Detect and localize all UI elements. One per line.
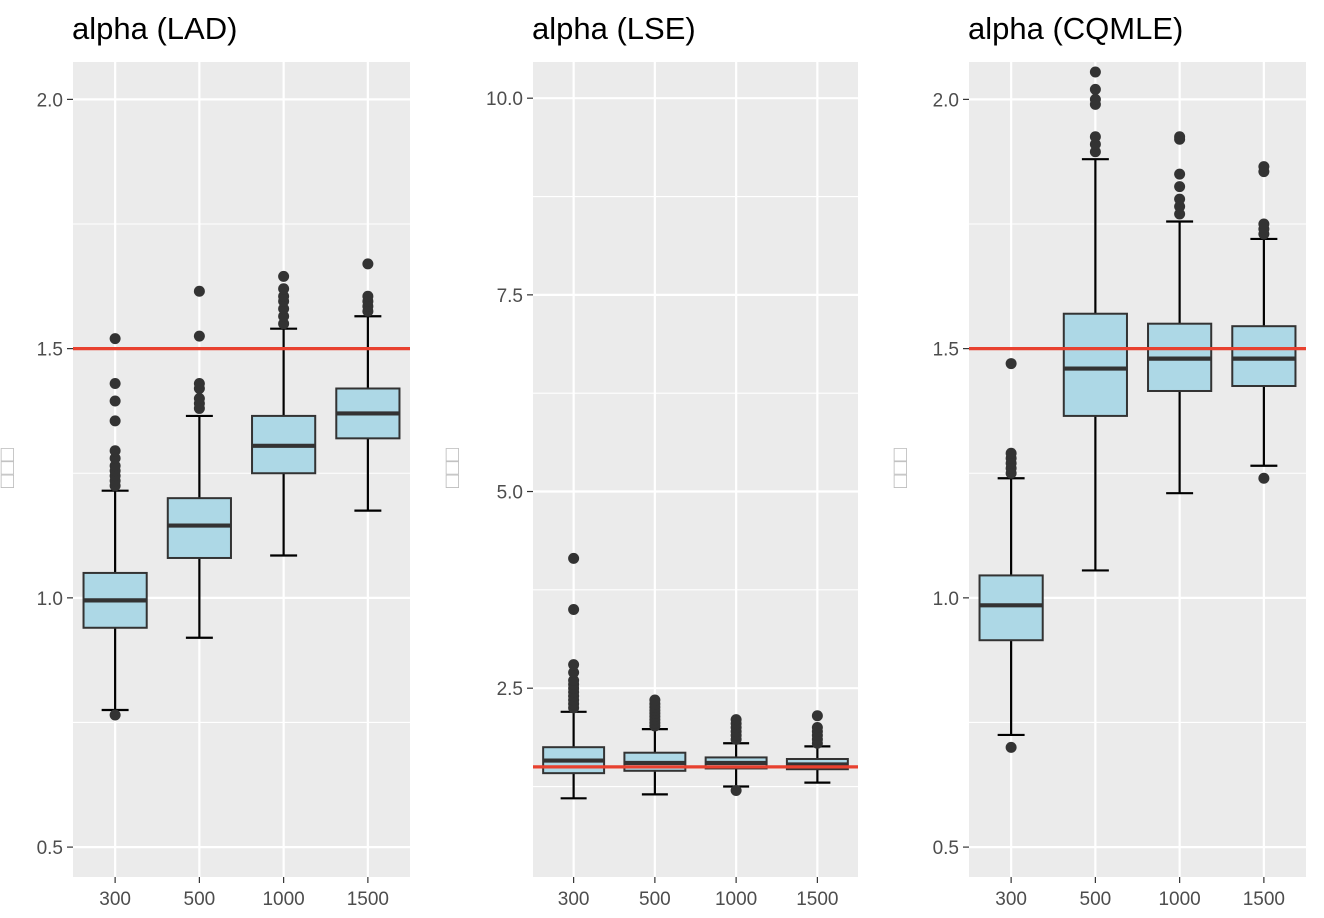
outlier-point [1005,447,1017,459]
boxplot-1000 [1147,131,1213,495]
outlier-point [193,285,205,297]
y-tick-label: 5.0 [497,483,523,504]
y-axis-label: □□□ [439,448,464,488]
box-iqr [1231,325,1297,388]
boxplot-300 [978,358,1044,753]
y-tick-label: 1.0 [933,589,959,610]
y-tick-label: 1.5 [37,340,63,361]
outlier-point [109,415,121,427]
y-tick-label: 7.5 [497,286,523,307]
x-tick-label: 300 [558,889,590,910]
y-tick-label: 2.5 [497,679,523,700]
outlier-point [649,694,661,706]
outlier-point [193,330,205,342]
outlier-point [1089,83,1101,95]
x-tick-label: 300 [995,889,1027,910]
x-tick-label: 1500 [796,889,838,910]
outlier-point [1258,161,1270,173]
panel-title: alpha (LSE) [532,11,696,46]
y-tick-label: 1.5 [933,340,959,361]
panel-title: alpha (CQMLE) [968,11,1183,46]
plot-background [73,62,410,877]
x-tick-label: 1000 [262,889,304,910]
outlier-point [362,290,374,302]
outlier-point [193,378,205,390]
outlier-point [1005,358,1017,370]
outlier-point [278,270,290,282]
outlier-point [568,659,580,671]
boxplot-1500 [1231,161,1297,484]
boxplot-500 [166,285,232,639]
outlier-point [193,392,205,404]
x-tick-label: 500 [1080,889,1112,910]
x-tick-label: 1000 [715,889,757,910]
x-tick-label: 500 [639,889,671,910]
outlier-point [109,333,121,345]
box-iqr [1062,312,1128,417]
outlier-point [1089,131,1101,143]
boxplot-500 [1062,66,1128,572]
outlier-point [568,552,580,564]
y-tick-label: 1.0 [37,589,63,610]
outlier-point [109,378,121,390]
x-tick-label: 300 [99,889,131,910]
outlier-point [362,258,374,270]
y-tick-label: 10.0 [486,89,523,110]
outlier-point [568,604,580,616]
y-tick-label: 0.5 [37,838,63,859]
x-tick-label: 1500 [347,889,389,910]
outlier-point [1174,131,1186,143]
outlier-point [568,674,580,686]
outlier-point [1089,66,1101,78]
x-tick-label: 500 [184,889,216,910]
outlier-point [1258,218,1270,230]
boxplot-1500 [335,258,401,512]
outlier-point [1005,741,1017,753]
boxplot-300 [82,333,148,721]
outlier-point [109,445,121,457]
panel-alpha-lad: alpha (LAD) □□□ 0.5 1.0 1.5 2.0 300 500 1000 15… [0,11,410,910]
y-axis-label: □□□ [0,448,19,488]
x-tick-label: 1000 [1158,889,1200,910]
outlier-point [811,710,823,722]
panel-title: alpha (LAD) [72,11,237,46]
panel-alpha-cqmle: alpha (CQMLE) □□□ 0.5 1.0 1.5 2.0 300 500 1000… [887,11,1306,910]
x-tick-label: 1500 [1243,889,1285,910]
boxplot-1500 [785,710,849,784]
outlier-point [1258,472,1270,484]
outlier-point [1174,193,1186,205]
plot-background [969,62,1306,877]
outlier-point [1174,168,1186,180]
boxplot-1000 [251,270,317,557]
outlier-point [109,395,121,407]
y-axis-label: □□□ [887,448,912,488]
outlier-point [1174,181,1186,193]
y-tick-label: 0.5 [933,838,959,859]
boxplot-300 [542,552,606,800]
box-iqr [978,574,1044,642]
outlier-point [730,784,742,796]
box-iqr [166,497,232,559]
outlier-point [811,722,823,734]
y-tick-label: 2.0 [37,90,63,111]
outlier-point [278,283,290,295]
outlier-point [730,714,742,726]
plot-background [533,62,858,877]
panel-alpha-lse: alpha (LSE) □□□ 2.5 5.0 7.5 10.0 300 500 1000 1… [439,11,858,910]
outlier-point [1089,93,1101,105]
outlier-point [568,666,580,678]
outlier-point [109,709,121,721]
y-tick-label: 2.0 [933,90,959,111]
